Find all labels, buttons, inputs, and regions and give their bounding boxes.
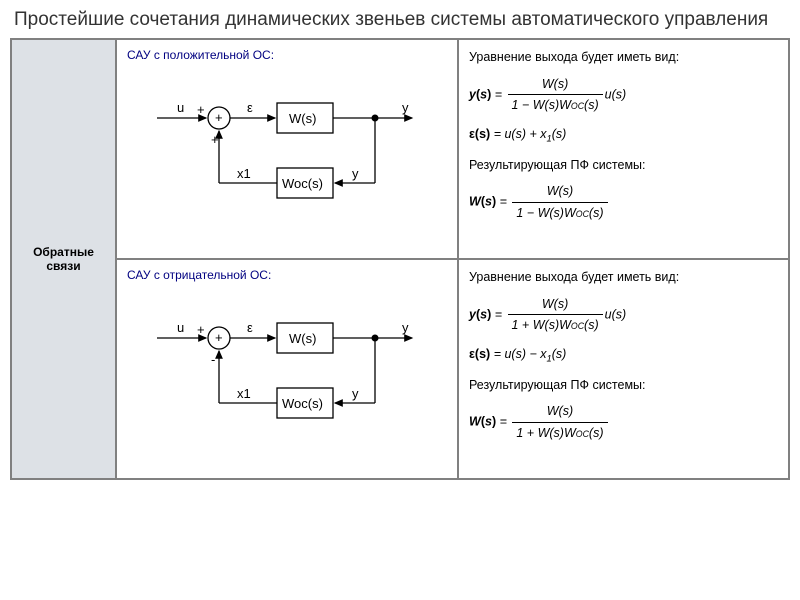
svg-text:W(s): W(s): [289, 331, 316, 346]
formula-header: Уравнение выхода будет иметь вид:: [469, 48, 778, 67]
diagram-caption: САУ с отрицательной ОС:: [127, 268, 447, 282]
svg-text:Woc(s): Woc(s): [282, 176, 323, 191]
y-equation: y(s) = W(s) 1 + W(s)WOC(s) u(s): [469, 295, 778, 336]
diagram-negative-feedback: САУ с отрицательной ОС: u + + -: [116, 259, 458, 479]
svg-text:-: -: [211, 352, 215, 367]
eps-equation: ε(s) = u(s) − x1(s): [469, 345, 778, 366]
row-header: Обратные связи: [11, 39, 116, 479]
formula-header-2: Результирующая ПФ системы:: [469, 156, 778, 175]
page-title: Простейшие сочетания динамических звенье…: [0, 0, 800, 38]
svg-text:+: +: [197, 322, 205, 337]
formulas-positive: Уравнение выхода будет иметь вид: y(s) =…: [458, 39, 789, 259]
svg-text:ε: ε: [247, 100, 253, 115]
svg-text:u: u: [177, 320, 184, 335]
block-diagram-negative: u + + - ε W(s) y y: [127, 288, 447, 458]
w-equation: W(s) = W(s) 1 + W(s)WOC(s): [469, 402, 778, 443]
formulas-negative: Уравнение выхода будет иметь вид: y(s) =…: [458, 259, 789, 479]
svg-text:y: y: [352, 386, 359, 401]
svg-text:+: +: [211, 132, 219, 147]
eps-equation: ε(s) = u(s) + x1(s): [469, 125, 778, 146]
svg-text:x1: x1: [237, 166, 251, 181]
diagram-caption: САУ с положительной ОС:: [127, 48, 447, 62]
svg-text:+: +: [197, 102, 205, 117]
svg-text:x1: x1: [237, 386, 251, 401]
svg-text:ε: ε: [247, 320, 253, 335]
svg-text:y: y: [402, 320, 409, 335]
svg-text:+: +: [215, 110, 223, 125]
main-table: Обратные связи САУ с положительной ОС: u: [10, 38, 790, 480]
svg-text:W(s): W(s): [289, 111, 316, 126]
y-equation: y(s) = W(s) 1 − W(s)WOC(s) u(s): [469, 75, 778, 116]
svg-text:Woc(s): Woc(s): [282, 396, 323, 411]
svg-text:y: y: [352, 166, 359, 181]
svg-text:+: +: [215, 330, 223, 345]
block-diagram-positive: u + + + ε W(s) y: [127, 68, 447, 238]
w-equation: W(s) = W(s) 1 − W(s)WOC(s): [469, 182, 778, 223]
formula-header-2: Результирующая ПФ системы:: [469, 376, 778, 395]
formula-header: Уравнение выхода будет иметь вид:: [469, 268, 778, 287]
svg-text:y: y: [402, 100, 409, 115]
svg-text:u: u: [177, 100, 184, 115]
diagram-positive-feedback: САУ с положительной ОС: u +: [116, 39, 458, 259]
